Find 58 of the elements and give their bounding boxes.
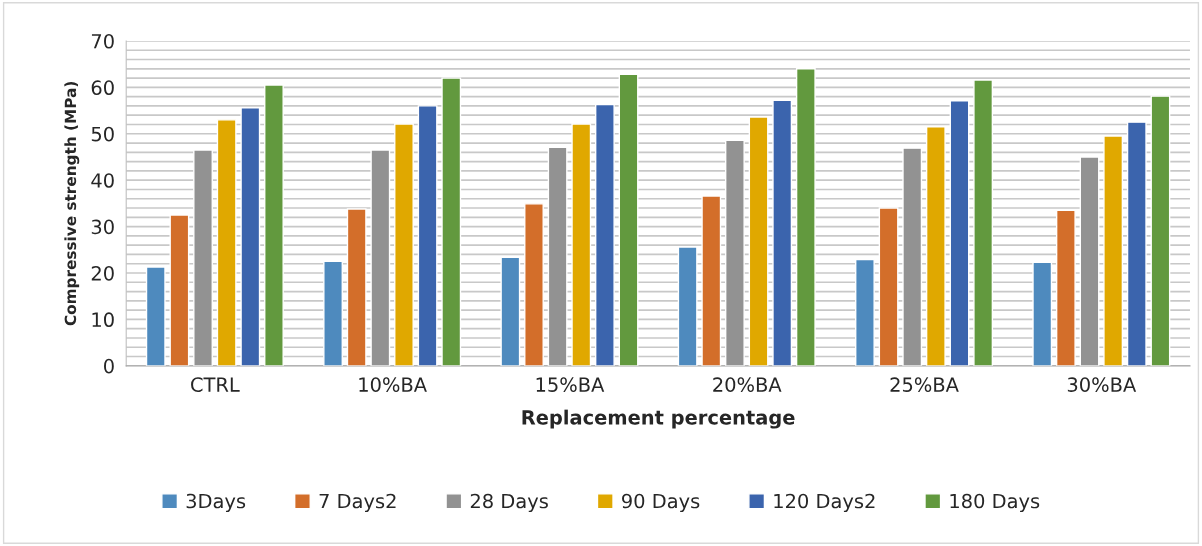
bar [772,99,793,366]
bar [1150,95,1171,366]
bar [1079,156,1100,366]
y-tick-label: 20 [91,265,114,281]
x-tick-label: CTRL [191,377,240,392]
bar [1126,121,1147,366]
bar [264,84,284,366]
bar [973,79,994,366]
y-tick-label: 50 [91,126,114,142]
bar [145,266,166,366]
bar [500,256,521,366]
bar [618,73,639,366]
bar [346,208,367,366]
legend-label: 3Days [186,493,246,513]
bar [925,126,946,366]
y-tick-label: 0 [104,358,114,374]
y-tick-label: 40 [91,173,114,188]
bar [1055,209,1076,366]
x-tick-label: 10%BA [359,377,427,392]
bar [949,100,970,366]
bar [795,68,816,366]
legend-label: 120 Days2 [774,493,875,513]
bar [394,123,414,366]
y-tick-label: 30 [91,219,114,235]
bar [323,260,343,366]
bar [1032,261,1053,366]
bar [216,119,237,366]
y-tick-label: 10 [92,312,114,328]
bar [547,146,568,366]
x-tick-label: 15%BA [536,377,605,392]
bar [240,107,261,366]
bar [725,139,745,366]
bar [594,103,615,366]
legend-label: 180 Days [950,493,1040,513]
x-tick-label: 30%BA [1067,377,1137,392]
bar [441,77,462,366]
bar [193,149,213,366]
bar [902,147,923,366]
bar [571,123,592,366]
bar [677,246,698,366]
bar [878,207,899,366]
bar [855,258,875,366]
bar [524,203,544,366]
bar [169,214,190,366]
x-axis-title: Replacement percentage [522,409,795,429]
y-tick-label: 70 [91,33,114,49]
y-tick-label: 60 [91,80,114,96]
legend-label: 90 Days [622,493,700,513]
legend-label: 7 Days2 [319,493,396,513]
bar [1103,135,1124,366]
bar [417,105,438,366]
legend-label: 28 Days [470,493,548,513]
bar [701,195,722,366]
bar [748,116,769,366]
bar [370,149,391,366]
y-axis-title: Compressive strength (MPa) [64,82,80,326]
x-tick-label: 25%BA [890,377,959,392]
x-tick-label: 20%BA [713,377,782,392]
